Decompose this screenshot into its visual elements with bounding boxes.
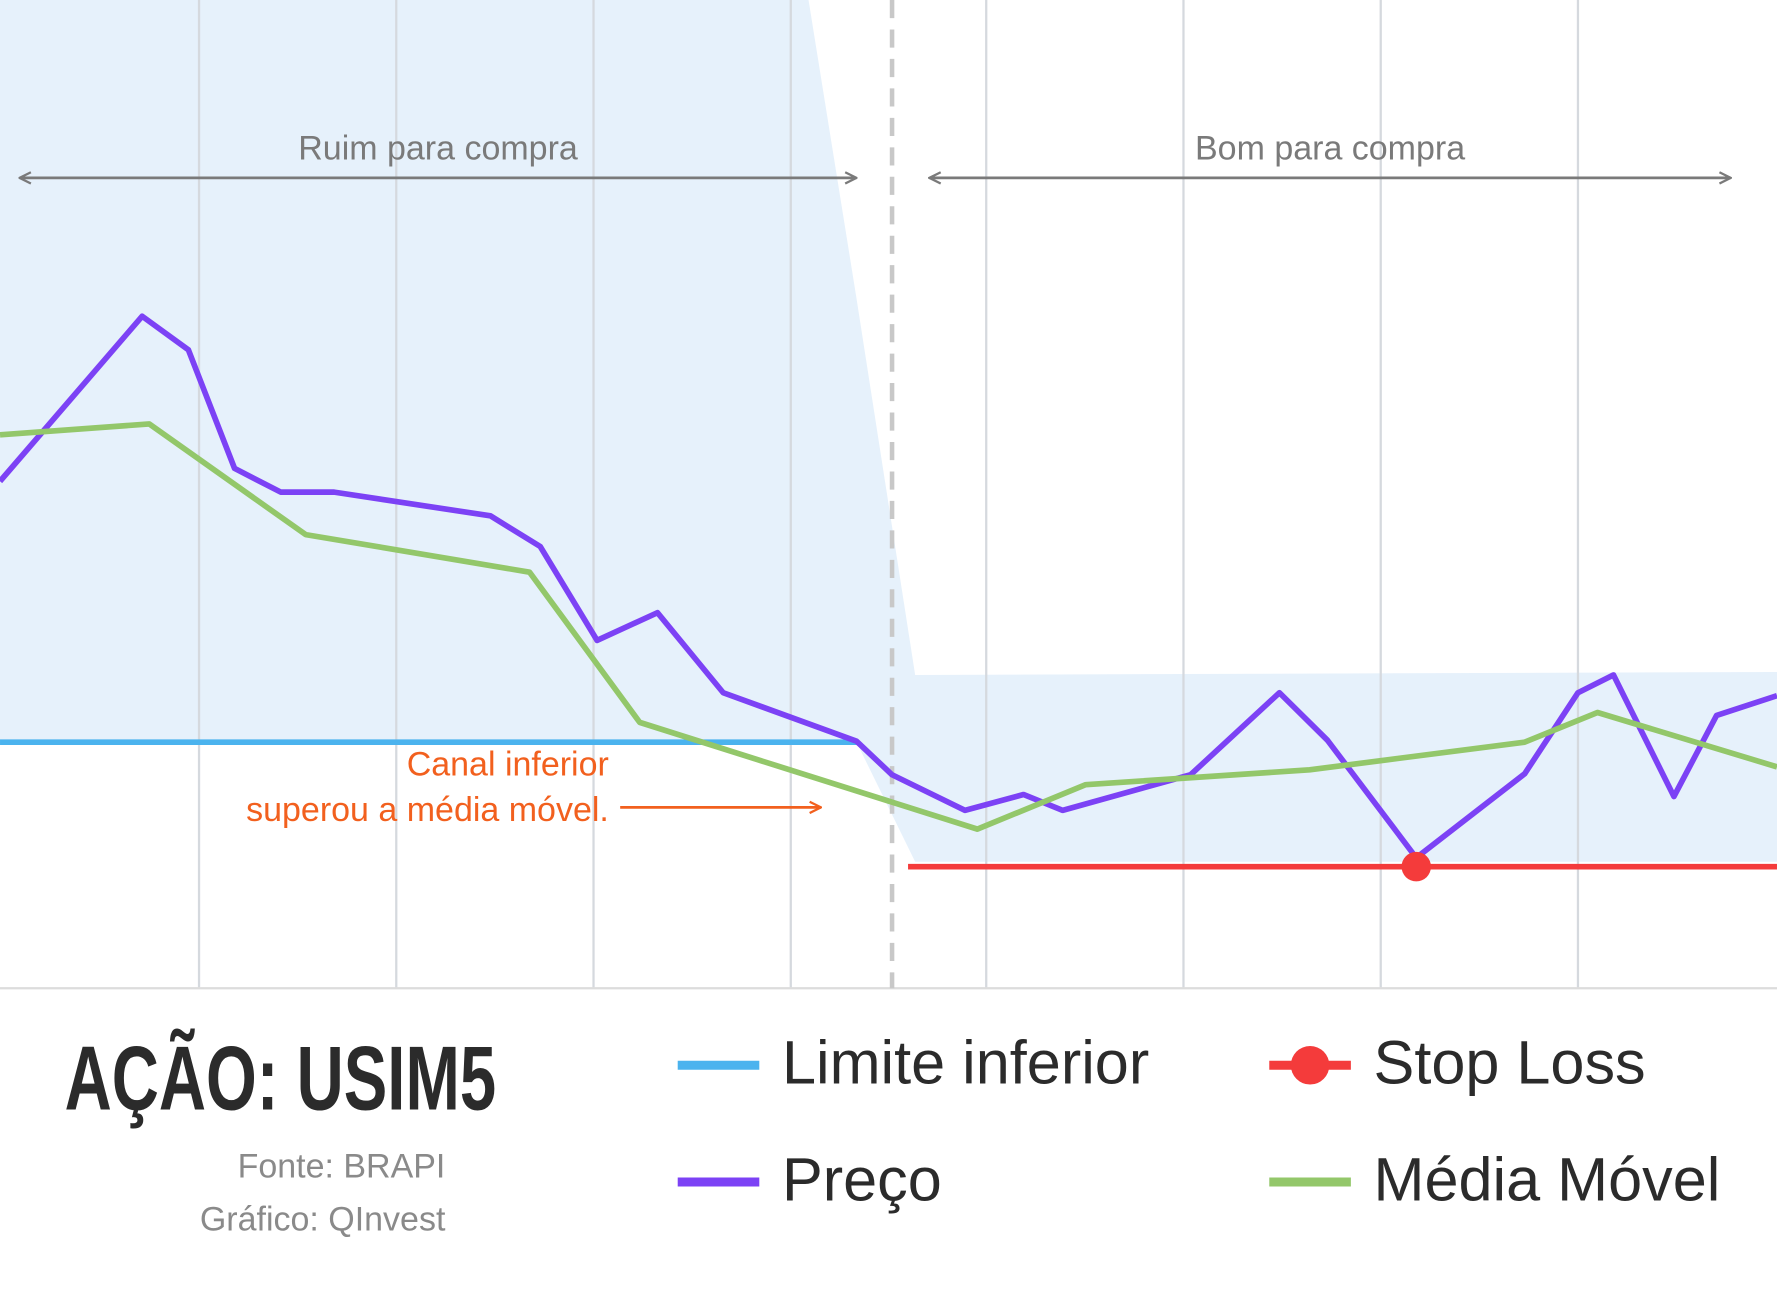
- annotation-text: Bom para compra: [1195, 130, 1465, 168]
- channel-area: [0, 0, 1777, 862]
- legend-label: Média Móvel: [1374, 1145, 1721, 1213]
- title-group: AÇÃO: USIM5: [65, 1027, 497, 1129]
- chart-title: AÇÃO: USIM5: [65, 1027, 497, 1129]
- annotation-text: Ruim para compra: [298, 130, 578, 168]
- annotation-text: Canal inferior: [407, 746, 609, 784]
- credit: Gráfico: QInvest: [200, 1201, 446, 1239]
- legend-label: Preço: [782, 1145, 942, 1213]
- series-line: [0, 421, 1777, 832]
- plot: Ruim para compra Bom para compra Canal inf…: [0, 0, 1777, 990]
- legend-label: Stop Loss: [1374, 1029, 1646, 1097]
- marker: [1401, 851, 1431, 882]
- legend-label: Limite inferior: [782, 1029, 1149, 1097]
- annotation-text: superou a média móvel.: [246, 791, 609, 829]
- legend-marker: [1290, 1046, 1330, 1085]
- series-line: [0, 313, 1777, 861]
- source: Fonte: BRAPI: [238, 1147, 446, 1185]
